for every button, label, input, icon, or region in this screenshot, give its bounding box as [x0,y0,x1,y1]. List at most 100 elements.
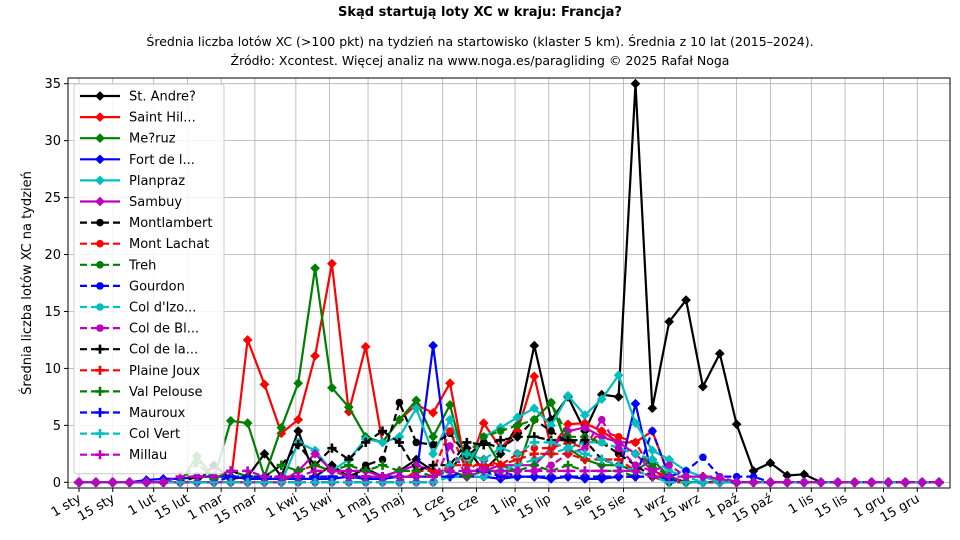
data-point [394,472,404,482]
data-point [782,477,792,487]
data-point [546,437,556,448]
data-point [731,419,742,430]
data-point [141,477,152,487]
y-axis: 0 5 10 15 20 25 30 35 [44,77,68,491]
data-point [563,466,573,476]
legend-label: Sambuy [129,195,182,210]
data-point [647,472,657,482]
data-point [276,460,286,470]
legend-item: St. Andre? [80,90,196,105]
data-point [91,477,101,487]
legend-label: Col de la... [129,343,198,358]
legend-label: Montlambert [129,216,212,231]
legend-label: Gourdon [129,279,185,294]
data-point [596,394,607,405]
data-point [614,432,623,441]
legend-marker [95,112,105,123]
data-point [664,316,675,327]
y-axis-label: Średnia liczba lotów XC na tydzień [19,171,35,395]
legend-marker [95,429,105,439]
data-point [478,418,489,429]
data-point [496,427,505,435]
data-point [698,472,708,482]
data-point [327,466,337,476]
data-point [462,437,472,448]
legend-marker [95,196,105,207]
data-point [411,472,421,482]
legend-item: Saint Hil... [80,111,196,126]
data-point [648,461,657,469]
data-point [934,477,944,487]
data-point [108,477,118,487]
legend-label: Planpraz [129,174,185,189]
data-point [377,437,388,448]
data-point [276,422,287,433]
data-point [597,415,606,424]
data-point [648,455,657,464]
data-point [546,466,556,476]
data-point [259,448,270,459]
legend-marker [96,239,104,248]
data-point [276,428,287,439]
data-point [327,477,337,487]
data-point [344,460,354,470]
data-point [647,403,658,414]
legend-marker [95,154,105,165]
data-point [749,472,758,481]
data-point [479,454,489,465]
legend: St. Andre? Saint Hil... Me?ruz Fort de l...… [73,83,225,475]
legend-label: Millau [129,448,167,463]
y-tick-label: 0 [53,476,61,491]
legend-marker [96,282,104,290]
legend-item: Mont Lachat [80,237,209,252]
data-point [765,477,775,487]
data-point [529,466,539,476]
data-point [512,449,523,459]
legend-item: Treh [80,258,156,273]
legend-label: Mauroux [129,406,186,421]
data-point [394,414,405,425]
data-point [883,477,894,487]
data-point [630,78,641,89]
data-point [446,427,454,435]
legend-item: Col d'Izo... [80,301,196,316]
legend-marker [95,133,105,144]
data-point [293,472,303,482]
data-point [259,472,270,482]
legend-marker [96,218,104,227]
legend-label: Col de Bl... [129,322,199,337]
data-point [529,340,540,351]
data-point [664,472,674,482]
data-point [665,467,673,475]
legend-marker [96,261,104,269]
y-tick-label: 30 [44,134,61,149]
data-point [495,435,506,445]
data-point [714,348,725,359]
data-point [530,455,539,464]
legend-label: Treh [128,258,156,273]
data-point [361,461,370,469]
chart-subtitle-line1: Średnia liczba lotów XC (>100 pkt) na ty… [146,34,813,49]
data-point [682,467,690,475]
data-point [547,398,555,407]
data-point [326,258,337,269]
y-tick-label: 15 [44,305,61,320]
data-point [866,477,877,487]
data-point [529,403,540,414]
data-point [648,427,657,435]
legend-label: St. Andre? [129,90,196,105]
data-point [580,435,590,445]
data-point [259,379,270,390]
data-point [360,341,371,352]
data-point [917,477,927,487]
data-point [394,437,404,448]
data-point [580,449,590,459]
data-point [377,426,388,436]
plot-frame [67,77,951,489]
data-point [665,461,673,469]
legend-item: Col Vert [80,427,180,442]
data-point [428,407,439,418]
legend-item: Gourdon [80,279,185,294]
data-point [547,427,555,435]
data-point [597,454,607,465]
